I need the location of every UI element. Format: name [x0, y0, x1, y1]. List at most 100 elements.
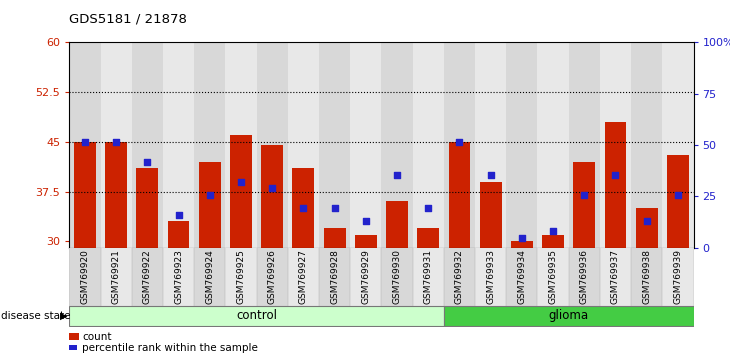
- Text: GSM769939: GSM769939: [673, 249, 683, 304]
- Bar: [350, 248, 381, 306]
- Bar: [444, 248, 475, 306]
- Text: glioma: glioma: [549, 309, 588, 322]
- Bar: [662, 42, 694, 248]
- Point: [79, 139, 91, 145]
- Text: GSM769931: GSM769931: [423, 249, 433, 304]
- Point: [485, 172, 496, 178]
- Text: GDS5181 / 21878: GDS5181 / 21878: [69, 12, 187, 25]
- Bar: [105, 142, 127, 248]
- Bar: [261, 145, 283, 248]
- Point: [328, 205, 340, 211]
- Bar: [381, 248, 412, 306]
- Bar: [163, 248, 194, 306]
- Point: [204, 192, 215, 198]
- Bar: [226, 42, 257, 248]
- Bar: [667, 155, 689, 248]
- Text: ▶: ▶: [60, 311, 67, 321]
- Point: [548, 228, 559, 234]
- Bar: [418, 228, 439, 248]
- Bar: [69, 248, 101, 306]
- Bar: [319, 42, 350, 248]
- Text: GSM769925: GSM769925: [237, 249, 245, 304]
- Text: GSM769938: GSM769938: [642, 249, 651, 304]
- Text: GSM769923: GSM769923: [174, 249, 183, 304]
- Text: control: control: [236, 309, 277, 322]
- Text: count: count: [82, 332, 112, 342]
- Point: [110, 139, 122, 145]
- Bar: [511, 241, 533, 248]
- Bar: [319, 248, 350, 306]
- Bar: [631, 42, 662, 248]
- Bar: [257, 248, 288, 306]
- Point: [453, 139, 465, 145]
- Point: [578, 192, 590, 198]
- Text: GSM769934: GSM769934: [518, 249, 526, 304]
- Point: [641, 218, 653, 224]
- Bar: [101, 248, 132, 306]
- Text: GSM769926: GSM769926: [268, 249, 277, 304]
- Text: GSM769921: GSM769921: [112, 249, 120, 304]
- Bar: [573, 162, 595, 248]
- Point: [516, 235, 528, 241]
- Point: [298, 205, 310, 211]
- Bar: [444, 42, 475, 248]
- Bar: [69, 42, 101, 248]
- Bar: [475, 42, 507, 248]
- Bar: [74, 142, 96, 248]
- Bar: [631, 248, 662, 306]
- Bar: [194, 42, 226, 248]
- Bar: [199, 162, 220, 248]
- Point: [142, 159, 153, 165]
- Text: GSM769922: GSM769922: [143, 249, 152, 304]
- Bar: [163, 42, 194, 248]
- Point: [610, 172, 621, 178]
- Text: GSM769935: GSM769935: [548, 249, 558, 304]
- Text: GSM769932: GSM769932: [455, 249, 464, 304]
- Bar: [131, 42, 163, 248]
- Bar: [288, 248, 319, 306]
- Bar: [636, 208, 658, 248]
- Bar: [288, 42, 319, 248]
- Bar: [475, 248, 507, 306]
- Text: GSM769933: GSM769933: [486, 249, 495, 304]
- Bar: [386, 201, 408, 248]
- Text: GSM769924: GSM769924: [205, 249, 215, 304]
- Bar: [444, 306, 694, 326]
- Text: GSM769937: GSM769937: [611, 249, 620, 304]
- Bar: [448, 142, 470, 248]
- Point: [360, 218, 372, 224]
- Bar: [600, 42, 631, 248]
- Text: GSM769928: GSM769928: [330, 249, 339, 304]
- Bar: [507, 248, 537, 306]
- Bar: [168, 221, 190, 248]
- Point: [235, 179, 247, 184]
- Bar: [507, 42, 537, 248]
- Bar: [600, 248, 631, 306]
- Bar: [293, 168, 315, 248]
- Text: GSM769927: GSM769927: [299, 249, 308, 304]
- Bar: [323, 228, 345, 248]
- Bar: [230, 135, 252, 248]
- Bar: [131, 248, 163, 306]
- Bar: [569, 42, 600, 248]
- Bar: [69, 306, 444, 326]
- Text: GSM769920: GSM769920: [80, 249, 90, 304]
- Text: percentile rank within the sample: percentile rank within the sample: [82, 343, 258, 353]
- Bar: [542, 235, 564, 248]
- Point: [391, 172, 403, 178]
- Bar: [194, 248, 226, 306]
- Point: [173, 212, 185, 217]
- Text: GSM769929: GSM769929: [361, 249, 370, 304]
- Bar: [412, 42, 444, 248]
- Text: GSM769930: GSM769930: [393, 249, 402, 304]
- Bar: [226, 248, 257, 306]
- Bar: [381, 42, 412, 248]
- Bar: [480, 182, 502, 248]
- Point: [423, 205, 434, 211]
- Text: disease state: disease state: [1, 311, 71, 321]
- Bar: [537, 42, 569, 248]
- Bar: [604, 122, 626, 248]
- Point: [266, 185, 278, 191]
- Point: [672, 192, 684, 198]
- Bar: [412, 248, 444, 306]
